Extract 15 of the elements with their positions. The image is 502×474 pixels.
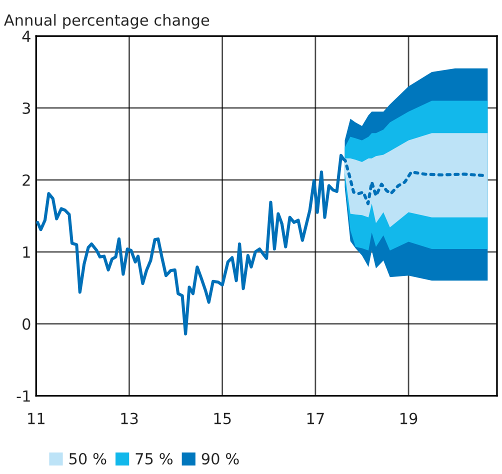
y-tick-label: 2 [22,174,30,186]
x-tick-label: 11 [28,412,44,424]
x-tick-label: 13 [121,412,138,424]
y-axis-title: Annual percentage change [4,14,210,29]
x-tick-label: 19 [400,412,418,424]
y-tick-label: 4 [22,30,30,42]
y-tick-label: -1 [16,390,30,402]
y-tick-label: 0 [22,318,30,330]
legend-label: 90 % [202,452,239,465]
y-tick-label: 3 [22,102,30,114]
legend-label: 75 % [136,452,173,465]
x-tick-label: 15 [214,412,231,424]
legend-label: 50 % [69,452,106,465]
y-tick-label: 1 [23,246,30,258]
x-tick-label: 17 [307,412,324,424]
